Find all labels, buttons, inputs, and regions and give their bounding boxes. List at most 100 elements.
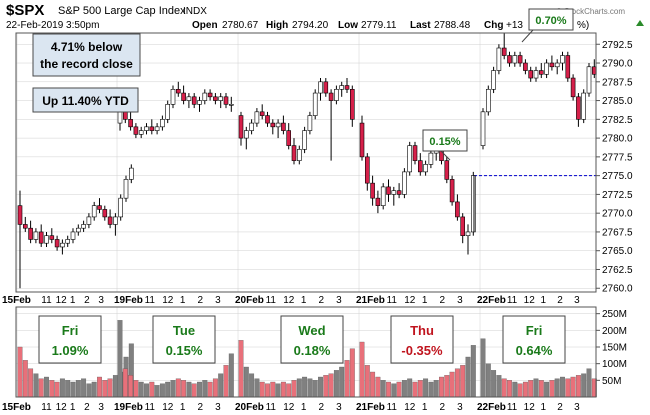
candle: [576, 93, 581, 127]
candle: [586, 63, 592, 97]
candle-body-up: [423, 164, 428, 173]
exchange: INDX: [183, 6, 207, 17]
watermark: © StockCharts.com: [556, 7, 625, 16]
volume-bar: [512, 381, 518, 398]
candle: [107, 209, 113, 229]
x-tick-label: 1: [301, 295, 307, 306]
x-tick-label: 3: [98, 402, 104, 413]
x-tick-label: 12: [162, 402, 174, 413]
candle: [265, 111, 270, 127]
candle-body-down: [191, 96, 197, 105]
x-tick-label: 20Feb: [235, 295, 264, 306]
day-stat-pct: 1.09%: [52, 343, 89, 358]
volume-bar: [207, 381, 213, 398]
x-tick-label: 11: [41, 402, 52, 413]
candle: [102, 205, 108, 221]
volume-bar: [349, 348, 355, 398]
day-stat-frame: [502, 315, 566, 364]
day-stat-box: Wed 0.18%: [280, 315, 344, 364]
volume-bar: [423, 378, 429, 398]
volume-bar: [507, 380, 512, 398]
candle-body-down: [549, 62, 555, 68]
candle-body-down: [265, 115, 270, 124]
x-tick-label: 11: [145, 295, 156, 306]
candle-body-down: [386, 186, 391, 195]
candle: [291, 138, 297, 165]
x-tick-label: 1: [422, 402, 428, 413]
volume-bar: [254, 378, 260, 398]
volume-bar: [228, 353, 234, 398]
candle-body-down: [523, 62, 528, 71]
candle: [249, 119, 254, 135]
price-tick-label: 2772.5: [602, 190, 633, 201]
volume-bar: [181, 380, 187, 398]
volume-bar: [17, 346, 23, 398]
volume-bar: [91, 381, 97, 398]
candle-body-down: [133, 126, 139, 135]
candle-body-down: [359, 122, 365, 158]
volume-panel-frame: [15, 306, 597, 398]
candle: [202, 89, 208, 105]
candle-body-up: [138, 130, 144, 135]
candle: [449, 175, 455, 206]
x-tick-label: 19Feb: [114, 295, 143, 306]
x-tick-label: 1: [70, 402, 76, 413]
volume-bar: [202, 380, 208, 398]
pct-070-pointer: [521, 29, 534, 43]
candle-body-up: [186, 96, 192, 101]
volume-bar: [33, 373, 39, 398]
x-tick-label: 11: [145, 402, 156, 413]
volume-bar: [396, 381, 402, 398]
x-tick-label: 22Feb: [477, 402, 506, 413]
volume-bar: [122, 368, 128, 398]
volume-bar: [433, 380, 439, 398]
candle-body-down: [38, 231, 44, 244]
candle-body-up: [512, 55, 518, 64]
candle-body-down: [17, 205, 23, 225]
candle-body-up: [407, 145, 413, 173]
volume-bar: [270, 381, 276, 398]
pct-070-text: 0.70%: [535, 15, 566, 27]
candle: [76, 224, 81, 236]
volume-bar: [444, 375, 450, 398]
volume-bar: [54, 381, 60, 398]
price-tick-label: 2792.5: [602, 40, 633, 51]
candle: [33, 228, 39, 244]
volume-bar: [491, 370, 497, 398]
x-tick-label: 11: [387, 295, 398, 306]
volume-bar: [339, 366, 345, 398]
day-stat-box: Fri 0.64%: [502, 315, 566, 364]
candle: [118, 194, 123, 221]
candle-body-up: [165, 104, 170, 120]
price-tick-label: 2787.5: [602, 77, 633, 88]
candle: [549, 55, 555, 71]
candle: [523, 59, 528, 75]
candle-body-down: [570, 77, 576, 98]
x-tick-label: 3: [457, 295, 463, 306]
x-tick-label: 11: [387, 402, 398, 413]
day-stat-frame: [390, 315, 454, 364]
candle: [359, 115, 365, 161]
candle: [207, 89, 213, 101]
day-stat-day: Wed: [298, 323, 325, 338]
price-tick-label: 2785.0: [602, 96, 633, 107]
candle: [86, 213, 92, 229]
candle-body-up: [254, 111, 260, 124]
x-tick-label: 11: [507, 402, 518, 413]
candle: [181, 85, 186, 105]
x-tick-label: 11: [41, 295, 52, 306]
day-stat-box: Thu -0.35%: [390, 315, 454, 364]
volume-bar: [570, 376, 576, 398]
candle-body-up: [91, 205, 97, 218]
volume-bar: [560, 376, 565, 398]
below-record-box: [32, 33, 141, 77]
candle: [391, 186, 397, 206]
candle: [444, 156, 450, 184]
x-tick-label: 21Feb: [356, 402, 385, 413]
volume-bar: [522, 381, 528, 398]
candle-body-down: [323, 81, 329, 94]
candle-body-up: [60, 242, 65, 248]
candle: [507, 51, 512, 67]
candle-body-up: [485, 89, 491, 113]
